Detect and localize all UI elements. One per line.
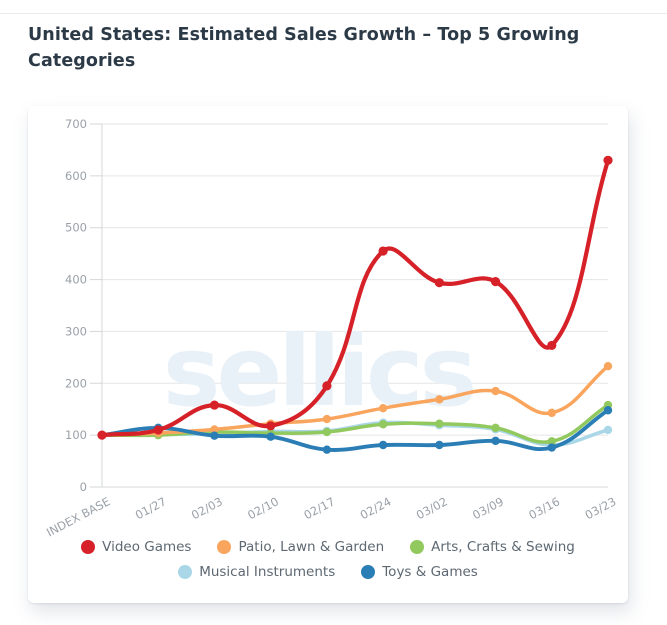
legend-item-arts-crafts-sewing[interactable]: Arts, Crafts & Sewing: [410, 539, 575, 555]
data-point-toys-games: [547, 443, 556, 452]
legend-item-video-games[interactable]: Video Games: [81, 539, 191, 555]
data-point-video-games: [603, 155, 613, 165]
data-point-toys-games: [266, 432, 275, 441]
data-point-video-games: [209, 400, 220, 410]
y-axis-label: 700: [65, 117, 87, 131]
series-line-toys-games: [100, 408, 610, 452]
data-point-arts-crafts-sewing: [378, 420, 388, 429]
data-point-toys-games: [491, 436, 500, 446]
legend-color-dot: [217, 540, 232, 554]
legend-color-dot: [410, 540, 425, 554]
page-title: United States: Estimated Sales Growth – …: [28, 25, 580, 71]
y-axis-label: 500: [65, 221, 87, 235]
data-point-patio-lawn-garden: [435, 395, 444, 404]
data-point-arts-crafts-sewing: [322, 427, 332, 437]
legend-color-dot: [178, 565, 193, 579]
data-point-toys-games: [435, 440, 444, 450]
data-point-patio-lawn-garden: [603, 361, 613, 371]
data-point-video-games: [97, 430, 107, 440]
data-point-patio-lawn-garden: [491, 386, 500, 396]
data-point-video-games: [547, 340, 557, 351]
data-point-video-games: [434, 278, 444, 288]
data-point-arts-crafts-sewing: [547, 437, 556, 446]
x-axis-label: 02/17: [301, 494, 337, 522]
data-point-video-games: [266, 421, 276, 431]
legend-color-dot: [81, 540, 96, 554]
legend-label: Patio, Lawn & Garden: [238, 539, 385, 555]
data-point-toys-games: [603, 406, 613, 415]
chart-card: 0 100 200 300 400 500 600 700 sellics INDEX BASE 0…: [28, 106, 628, 603]
legend-row: Musical Instruments Toys & Games: [28, 564, 628, 580]
sellics-watermark: sellics: [163, 315, 474, 428]
data-point-video-games: [322, 381, 332, 391]
y-axis-label: 600: [65, 169, 87, 183]
data-point-arts-crafts-sewing: [435, 419, 444, 428]
series-line-arts-crafts-sewing: [100, 403, 610, 444]
x-axis-label: 03/16: [526, 494, 562, 522]
legend-label: Arts, Crafts & Sewing: [431, 539, 575, 555]
x-axis-label: 03/09: [470, 494, 506, 522]
data-point-video-games: [490, 277, 501, 287]
chart-legend: Video Games Patio, Lawn & Garden Arts, Cra…: [28, 539, 628, 580]
data-point-patio-lawn-garden: [322, 414, 332, 424]
data-point-patio-lawn-garden: [210, 425, 219, 434]
x-axis-label: 03/02: [414, 494, 450, 522]
legend-color-dot: [361, 565, 376, 579]
x-axis-label: 02/24: [358, 494, 394, 522]
data-point-toys-games: [322, 445, 332, 454]
x-axis-label: 01/27: [133, 494, 169, 522]
legend-item-toys-games[interactable]: Toys & Games: [361, 564, 478, 580]
legend-label: Video Games: [102, 539, 192, 555]
data-point-patio-lawn-garden: [547, 408, 556, 418]
data-point-toys-games: [210, 431, 219, 440]
y-axis-label: 200: [65, 376, 87, 390]
header-divider: [0, 13, 667, 14]
legend-item-musical-instruments[interactable]: Musical Instruments: [178, 564, 335, 580]
data-point-toys-games: [378, 440, 388, 450]
x-axis-label: 02/03: [189, 494, 225, 522]
x-axis-label: 03/23: [583, 494, 619, 522]
legend-item-patio-lawn-garden[interactable]: Patio, Lawn & Garden: [217, 539, 384, 555]
data-point-musical-instruments: [603, 425, 613, 435]
legend-label: Toys & Games: [382, 564, 478, 580]
data-point-patio-lawn-garden: [378, 403, 388, 413]
legend-row: Video Games Patio, Lawn & Garden Arts, Cra…: [28, 539, 628, 555]
data-point-video-games: [153, 425, 163, 435]
sales-growth-chart: 0 100 200 300 400 500 600 700 sellics INDEX BASE 0…: [44, 117, 619, 540]
legend-label: Musical Instruments: [199, 564, 336, 580]
data-point-arts-crafts-sewing: [491, 423, 500, 433]
y-axis-label: 400: [65, 273, 87, 287]
data-point-video-games: [378, 246, 388, 256]
y-axis-label: 300: [65, 324, 87, 338]
y-axis-label: 0: [80, 480, 87, 494]
x-axis-label: INDEX BASE: [44, 494, 112, 539]
x-axis-label: 02/10: [245, 494, 281, 522]
y-axis-label: 100: [65, 428, 87, 442]
